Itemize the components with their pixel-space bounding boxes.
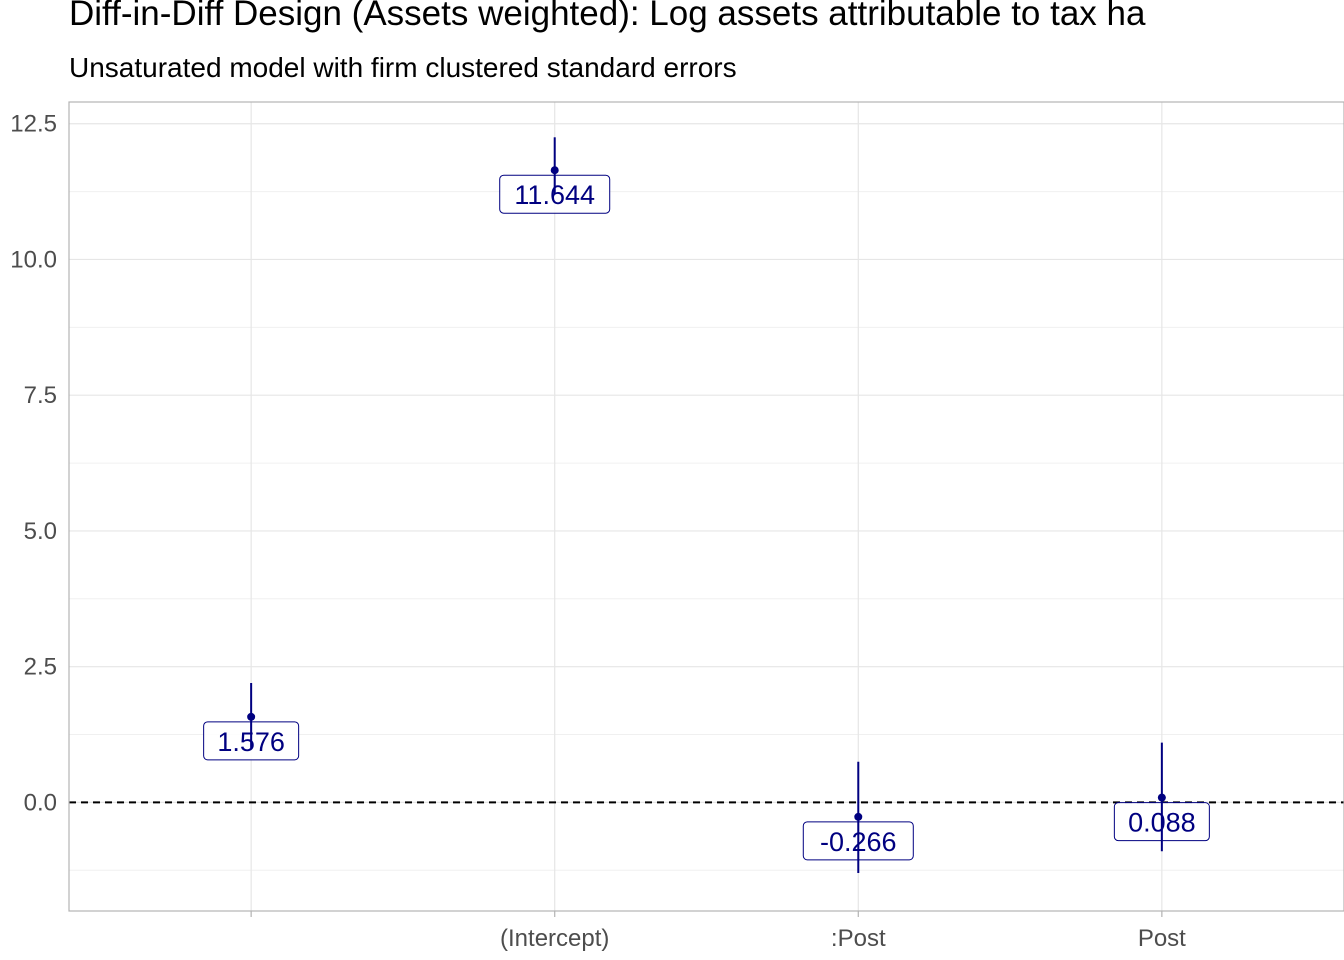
estimate-point bbox=[550, 166, 559, 175]
grid-layer bbox=[69, 102, 1344, 911]
y-tick-label: 12.5 bbox=[10, 111, 57, 138]
estimate-point bbox=[1157, 793, 1166, 802]
chart-subtitle: Unsaturated model with firm clustered st… bbox=[69, 52, 737, 83]
axis-layer: 0.0 2.5 5.0 7.5 10.0 12.5 (Intercept) :Post Post bbox=[10, 101, 1344, 952]
y-tick-label: 7.5 bbox=[24, 382, 57, 409]
x-tick-label: :Post bbox=[831, 925, 886, 952]
x-tick-label: (Intercept) bbox=[500, 925, 609, 952]
estimate-point bbox=[854, 812, 863, 821]
y-tick-label: 5.0 bbox=[24, 518, 57, 545]
y-tick-label: 10.0 bbox=[10, 246, 57, 273]
y-tick-label: 0.0 bbox=[24, 789, 57, 816]
x-tick-label: Post bbox=[1138, 925, 1186, 952]
y-tick-label: 2.5 bbox=[24, 654, 57, 681]
estimate-point bbox=[247, 712, 256, 721]
chart-title: Diff-in-Diff Design (Assets weighted): L… bbox=[69, 0, 1146, 33]
panel-border bbox=[68, 101, 1344, 912]
